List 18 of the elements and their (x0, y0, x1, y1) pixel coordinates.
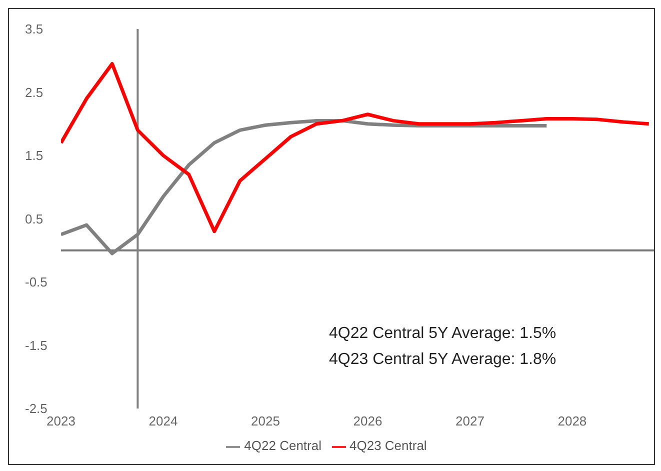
x-tick-label: 2027 (456, 414, 484, 429)
y-tick-label: 0.5 (25, 211, 44, 226)
x-tick-label: 2025 (251, 414, 280, 429)
y-tick-label: 3.5 (25, 22, 44, 37)
y-tick-label: 1.5 (25, 148, 44, 164)
y-tick-label: -0.5 (25, 274, 48, 290)
x-tick-label: 2026 (353, 414, 382, 429)
y-tick-label: -1.5 (25, 338, 48, 353)
x-tick-label: 2028 (558, 414, 587, 429)
x-tick-label: 2023 (46, 414, 76, 429)
legend-label: 4Q22 Central (244, 438, 322, 454)
y-tick-label: -2.5 (25, 401, 48, 416)
annotation: 4Q22 Central 5Y Average: 1.5% (329, 324, 556, 344)
annotation: 4Q23 Central 5Y Average: 1.8% (329, 350, 556, 370)
y-tick-label: 2.5 (25, 84, 44, 100)
x-tick-label: 2024 (148, 414, 178, 429)
line-series (61, 62, 651, 234)
legend-label: 4Q23 Central (350, 438, 427, 454)
